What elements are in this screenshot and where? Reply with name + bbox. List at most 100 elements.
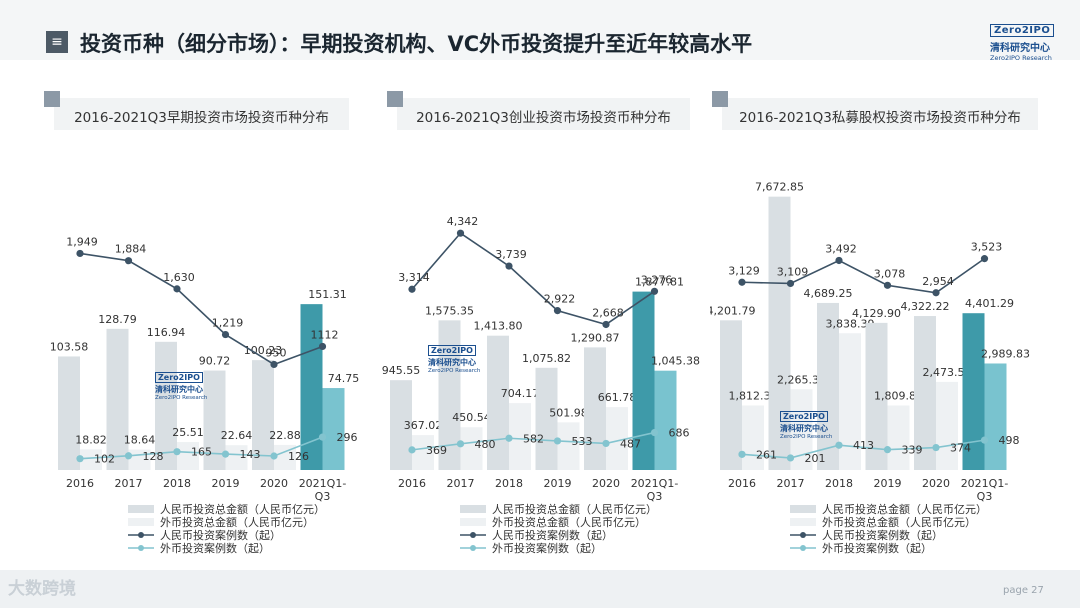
x-tick-label: 2017 xyxy=(777,477,805,490)
legend-label: 外币投资案例数（起） xyxy=(822,541,932,555)
bar-fx-amount xyxy=(460,427,483,470)
bar-fx-amount xyxy=(742,405,764,470)
bar-fx-amount xyxy=(274,444,296,470)
bar-fx-amount xyxy=(606,407,628,470)
data-label-fx-count: 480 xyxy=(475,438,496,451)
bar-rmb-amount xyxy=(300,304,323,470)
data-label-fx-amount: 74.75 xyxy=(328,372,360,385)
point-fx-count xyxy=(505,434,513,442)
watermark-logo: Zero2IPO 清科研究中心 Zero2IPO Research xyxy=(155,365,217,401)
point-fx-count xyxy=(221,450,230,458)
legend-swatch xyxy=(460,518,486,526)
chart-subtitle: 2016-2021Q3私募股权投资市场投资币种分布 xyxy=(739,110,1021,126)
chart-subtitle: 2016-2021Q3早期投资市场投资币种分布 xyxy=(74,110,329,126)
bar-fx-amount xyxy=(839,333,861,470)
point-rmb-count xyxy=(932,289,940,297)
point-rmb-count xyxy=(650,287,659,295)
point-fx-count xyxy=(932,443,940,452)
data-label-rmb-count: 1,630 xyxy=(163,271,195,284)
bar-rmb-amount xyxy=(58,356,80,470)
data-label-fx-amount: 18.64 xyxy=(124,434,156,447)
legend-swatch-point xyxy=(138,545,144,551)
point-rmb-count xyxy=(980,255,989,263)
data-label-fx-amount: 661.78 xyxy=(598,391,637,404)
x-tick-label: 2016 xyxy=(398,477,426,490)
data-label-rmb-amount: 1,877.81 xyxy=(635,276,684,289)
x-tick-label-cont: Q3 xyxy=(315,490,331,503)
point-rmb-count xyxy=(786,279,795,288)
point-fx-count xyxy=(270,452,278,460)
data-label-fx-amount: 18.82 xyxy=(75,433,107,446)
data-label-rmb-amount: 1,075.82 xyxy=(522,352,571,365)
bar-rmb-amount xyxy=(487,335,509,470)
legend-swatch-point xyxy=(800,545,806,551)
point-rmb-count xyxy=(602,320,610,329)
data-label-fx-amount: 1,809.88 xyxy=(874,390,923,403)
data-label-rmb-amount: 100.23 xyxy=(244,344,283,357)
data-label-fx-count: 374 xyxy=(950,442,971,455)
square-icon xyxy=(712,91,728,107)
chart-early-stage: 103.58 18.82 2016 128.79 18.64 2017 116.94 25.5… xyxy=(50,235,360,555)
logo-en: Zero2IPO Research xyxy=(990,54,1052,62)
legend-label: 外币投资总金额（人民币亿元） xyxy=(822,515,976,529)
data-label-rmb-amount: 103.58 xyxy=(50,340,89,353)
data-label-rmb-count: 3,492 xyxy=(825,242,857,255)
bar-rmb-amount xyxy=(535,367,558,470)
x-tick-label: 2017 xyxy=(115,477,143,490)
legend-swatch xyxy=(128,505,154,513)
point-fx-count xyxy=(786,454,795,462)
bar-rmb-amount xyxy=(768,196,791,470)
data-label-rmb-amount: 945.55 xyxy=(382,364,421,377)
legend-swatch-point xyxy=(800,532,806,538)
x-tick-label: 2019 xyxy=(212,477,240,490)
data-label-fx-amount: 22.64 xyxy=(221,429,253,442)
footer-bar xyxy=(0,570,1080,608)
x-tick-label: 2020 xyxy=(922,477,950,490)
x-tick-label: 2021Q1- xyxy=(631,477,679,490)
bar-rmb-amount xyxy=(106,328,129,470)
bar-fx-amount xyxy=(936,381,958,470)
data-label-rmb-count: 2,922 xyxy=(544,293,576,306)
data-label-fx-count: 582 xyxy=(523,432,544,445)
bar-fx-amount xyxy=(887,405,910,470)
data-label-fx-amount: 2,989.83 xyxy=(981,347,1030,360)
x-tick-label: 2021Q1- xyxy=(961,477,1009,490)
logo-cn: 清科研究中心 xyxy=(990,43,1050,54)
watermark-en: Zero2IPO Research xyxy=(428,368,481,374)
bar-fx-amount xyxy=(225,445,248,470)
data-label-fx-count: 261 xyxy=(756,448,777,461)
bar-fx-amount xyxy=(412,435,434,470)
x-tick-label-cont: Q3 xyxy=(647,490,663,503)
subtitle-panel-2: 2016-2021Q3创业投资市场投资币种分布 xyxy=(387,91,690,130)
point-rmb-count xyxy=(553,307,562,315)
watermark-cn: 清科研究中心 xyxy=(155,385,203,394)
legend-label: 外币投资总金额（人民币亿元） xyxy=(492,515,646,529)
watermark-logo: Zero2IPO 清科研究中心 Zero2IPO Research xyxy=(428,338,490,374)
data-label-fx-amount: 2,473.52 xyxy=(923,366,972,379)
watermark-mark: Zero2IPO xyxy=(155,372,203,383)
point-rmb-count xyxy=(408,285,416,293)
point-rmb-count xyxy=(505,262,513,270)
x-tick-label: 2021Q1- xyxy=(299,477,347,490)
bar-rmb-amount xyxy=(962,313,985,470)
menu-icon: ≡ xyxy=(46,31,68,53)
data-label-fx-count: 165 xyxy=(191,446,212,459)
data-label-rmb-amount: 116.94 xyxy=(147,326,186,339)
chart-subtitle: 2016-2021Q3创业投资市场投资币种分布 xyxy=(416,110,671,126)
data-label-fx-amount: 2,265.33 xyxy=(777,373,826,386)
data-label-rmb-count: 3,276 xyxy=(641,273,673,286)
legend-label: 人民币投资案例数（起） xyxy=(160,528,281,542)
data-label-rmb-count: 950 xyxy=(266,346,287,359)
bar-fx-amount xyxy=(790,389,813,470)
legend-label: 外币投资案例数（起） xyxy=(160,541,270,555)
point-rmb-count xyxy=(835,256,843,265)
bar-fx-amount xyxy=(509,403,531,470)
title-bar xyxy=(0,0,1080,60)
bar-rmb-amount xyxy=(584,347,606,470)
data-label-fx-count: 487 xyxy=(620,437,641,450)
data-label-rmb-amount: 7,672.85 xyxy=(755,181,804,194)
data-label-fx-amount: 501.98 xyxy=(549,406,588,419)
point-rmb-count xyxy=(318,342,327,351)
data-label-fx-amount: 3,838.39 xyxy=(826,317,875,330)
point-fx-count xyxy=(650,428,659,437)
